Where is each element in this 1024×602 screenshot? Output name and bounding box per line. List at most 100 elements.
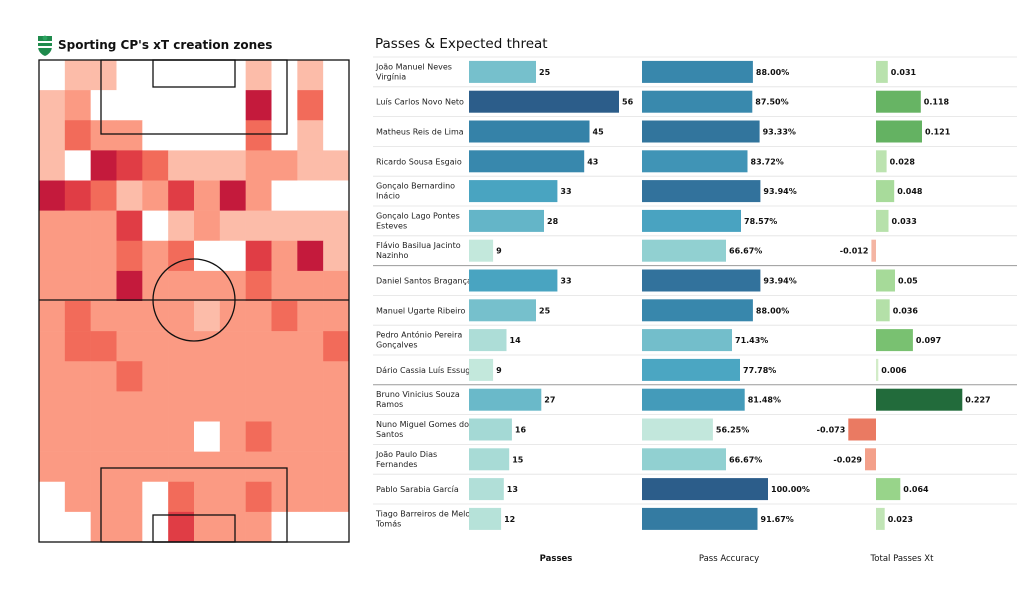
heatmap-cell <box>39 301 66 332</box>
player-name-line: Santos <box>376 430 403 439</box>
heatmap-title: Sporting CP's xT creation zones <box>58 38 273 52</box>
heatmap-cell <box>168 361 195 392</box>
passes-value-label: 15 <box>512 455 524 464</box>
heatmap-cell <box>245 180 272 211</box>
heatmap-cell <box>271 90 298 121</box>
xt-bar <box>871 239 876 262</box>
heatmap-cell <box>90 210 117 242</box>
player-name: Gonçalo Lago Pontes Esteves <box>376 211 460 230</box>
pass-accuracy-bar <box>642 269 761 292</box>
pass-accuracy-bars: 88.00% 87.50% 93.33% 83.72% 93.94% 78.57% 66.6… <box>642 60 810 530</box>
player-name: Bruno Vinicius Souza Ramos <box>376 390 460 409</box>
column-label: Passes <box>540 554 573 564</box>
heatmap-cell <box>245 511 272 543</box>
heatmap-cell <box>116 90 143 121</box>
player-name-line: Tiago Barreiros de Melo <box>375 509 470 518</box>
heatmap-cell <box>116 451 143 483</box>
heatmap-cell <box>271 210 298 242</box>
heatmap-cell <box>39 60 66 91</box>
heatmap-cell <box>271 150 298 181</box>
pass-accuracy-value-label: 81.48% <box>748 396 781 405</box>
passes-bar <box>469 60 536 83</box>
heatmap-cell <box>194 301 221 332</box>
heatmap-cell <box>64 481 91 513</box>
heatmap-cell <box>116 60 143 91</box>
xt-value-label: 0.118 <box>924 98 950 107</box>
heatmap-cell <box>245 481 272 513</box>
heatmap-cell <box>194 451 221 483</box>
pass-accuracy-value-label: 88.00% <box>756 306 789 315</box>
heatmap-cell <box>245 150 272 181</box>
pass-accuracy-value-label: 93.94% <box>763 187 796 196</box>
xt-bar <box>848 418 876 441</box>
heatmap-cell <box>39 391 66 422</box>
heatmap-cell <box>219 361 246 392</box>
heatmap-cell <box>39 451 66 483</box>
heatmap-cell <box>194 150 221 181</box>
pass-accuracy-value-label: 100.00% <box>771 485 810 494</box>
xt-bar <box>876 269 895 292</box>
heatmap-cell <box>219 210 246 242</box>
player-name-line: João Manuel Neves <box>375 62 452 71</box>
heatmap-cell <box>323 511 350 543</box>
passes-bar <box>469 418 512 441</box>
heatmap-cell <box>142 511 169 543</box>
heatmap-cell <box>323 120 350 151</box>
heatmap-cell <box>297 421 324 452</box>
heatmap-cell <box>194 210 221 242</box>
heatmap-cell <box>142 421 169 452</box>
player-name: João Manuel Neves Virgínia <box>375 62 452 81</box>
pass-accuracy-bar <box>642 478 768 501</box>
xt-bar <box>865 448 876 471</box>
heatmap-cell <box>142 180 169 211</box>
player-name-line: Gonçalo Lago Pontes <box>376 211 460 220</box>
xt-bars: 0.031 0.118 0.121 0.028 0.048 0.033 -0.012 0.05… <box>817 60 991 530</box>
heatmap-cell <box>194 391 221 422</box>
player-name-line: Daniel Santos Bragança <box>376 277 472 286</box>
xt-value-label: 0.227 <box>965 396 990 405</box>
heatmap-cell <box>245 451 272 483</box>
pass-accuracy-value-label: 56.25% <box>716 426 749 435</box>
sporting-lion-crest-icon <box>38 35 52 56</box>
xt-value-label: 0.033 <box>892 217 917 226</box>
xt-value-label: -0.073 <box>817 426 846 435</box>
heatmap-cell <box>64 361 91 392</box>
heatmap-cell <box>64 180 91 211</box>
heatmap-cell <box>90 421 117 452</box>
passes-bar <box>469 478 504 501</box>
heatmap-cell <box>219 180 246 211</box>
heatmap-cell <box>194 511 221 543</box>
player-name: Daniel Santos Bragança <box>376 277 472 286</box>
xt-value-label: 0.05 <box>898 277 918 286</box>
heatmap-cell <box>64 451 91 483</box>
heatmap-cell <box>245 270 272 302</box>
heatmap-cell <box>323 481 350 513</box>
heatmap-cell <box>323 180 350 211</box>
passes-value-label: 13 <box>507 485 518 494</box>
heatmap-cell <box>323 270 350 302</box>
heatmap-cell <box>90 120 117 151</box>
heatmap-cell <box>297 90 324 121</box>
heatmap-cell <box>271 180 298 211</box>
heatmap-cell <box>168 210 195 242</box>
heatmap-cell <box>323 301 350 332</box>
heatmap-cell <box>168 391 195 422</box>
pass-accuracy-bar <box>642 358 740 381</box>
heatmap-cell <box>297 150 324 181</box>
player-name-line: Flávio Basilua Jacinto <box>376 241 461 250</box>
heatmap-cell <box>219 120 246 151</box>
xt-bar <box>876 90 921 113</box>
xt-value-label: 0.028 <box>890 157 916 166</box>
heatmap-cell <box>219 451 246 483</box>
xt-bar <box>876 329 913 352</box>
pitch-heatmap <box>38 59 350 543</box>
heatmap-cell <box>168 180 195 211</box>
heatmap-cell <box>142 210 169 242</box>
heatmap-cell <box>297 391 324 422</box>
heatmap-cell <box>90 481 117 513</box>
xt-value-label: -0.012 <box>840 247 869 256</box>
pass-accuracy-bar <box>642 299 753 322</box>
heatmap-cell <box>116 240 143 272</box>
heatmap-cell <box>90 301 117 332</box>
heatmap-cell <box>297 331 324 362</box>
